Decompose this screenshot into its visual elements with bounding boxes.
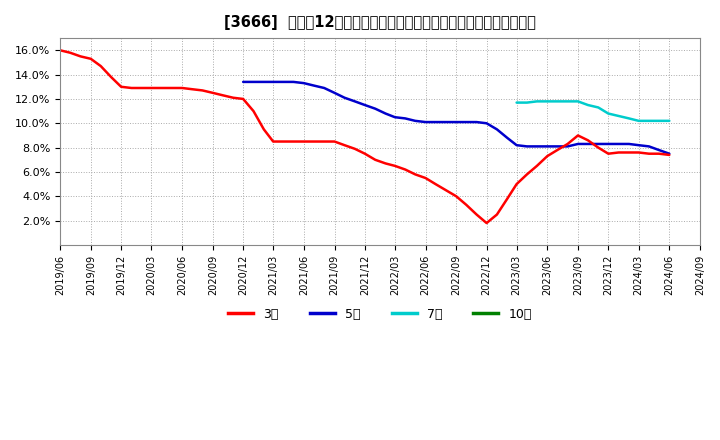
Legend: 3年, 5年, 7年, 10年: 3年, 5年, 7年, 10年 [223,303,537,326]
Title: [3666]  売上高12か月移動合計の対前年同期増減率の標準偏差の推移: [3666] 売上高12か月移動合計の対前年同期増減率の標準偏差の推移 [224,15,536,30]
